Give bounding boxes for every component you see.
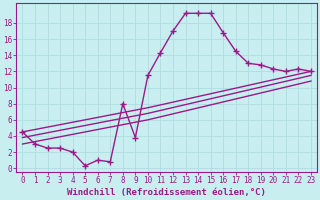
X-axis label: Windchill (Refroidissement éolien,°C): Windchill (Refroidissement éolien,°C) — [67, 188, 266, 197]
